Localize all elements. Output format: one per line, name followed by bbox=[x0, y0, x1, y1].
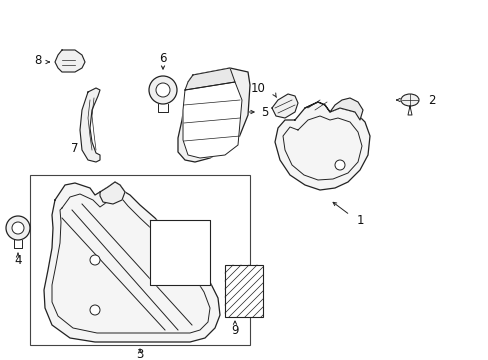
Polygon shape bbox=[80, 88, 100, 162]
Circle shape bbox=[12, 222, 24, 234]
Text: 4: 4 bbox=[14, 253, 21, 266]
Text: 9: 9 bbox=[231, 324, 238, 337]
Circle shape bbox=[156, 83, 170, 97]
Polygon shape bbox=[183, 82, 242, 158]
Polygon shape bbox=[184, 68, 235, 90]
Text: 3: 3 bbox=[136, 348, 143, 360]
Bar bbox=[30, 175, 249, 345]
Text: 6: 6 bbox=[159, 51, 166, 64]
Text: 2: 2 bbox=[427, 94, 435, 107]
Polygon shape bbox=[150, 220, 209, 285]
Text: 10: 10 bbox=[250, 81, 265, 94]
Polygon shape bbox=[100, 182, 125, 204]
Text: 1: 1 bbox=[356, 213, 363, 226]
Polygon shape bbox=[55, 50, 85, 72]
Text: 8: 8 bbox=[34, 54, 41, 67]
Polygon shape bbox=[271, 94, 297, 118]
Polygon shape bbox=[305, 98, 362, 120]
Circle shape bbox=[334, 160, 345, 170]
Bar bbox=[224, 265, 263, 317]
Polygon shape bbox=[178, 68, 249, 162]
Circle shape bbox=[90, 305, 100, 315]
Polygon shape bbox=[274, 102, 369, 190]
Polygon shape bbox=[44, 182, 220, 342]
Ellipse shape bbox=[400, 94, 418, 106]
Text: 5: 5 bbox=[261, 105, 268, 118]
Circle shape bbox=[149, 76, 177, 104]
Circle shape bbox=[90, 255, 100, 265]
Text: 7: 7 bbox=[71, 141, 79, 154]
Circle shape bbox=[6, 216, 30, 240]
